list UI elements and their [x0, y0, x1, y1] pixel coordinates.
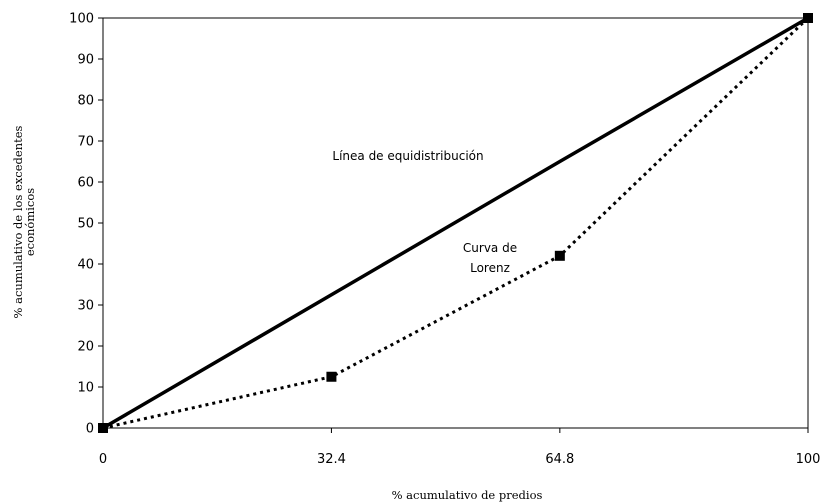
x-tick-label-2: 64.8 [545, 452, 574, 467]
y-tick-label-4: 40 [77, 258, 94, 273]
y-tick-label-7: 70 [77, 135, 94, 150]
x-tick-label-0: 0 [99, 452, 107, 467]
series-line-equidistribution [102, 16, 809, 430]
series [98, 13, 813, 433]
y-tick-label-9: 90 [77, 53, 94, 68]
equidistribution-annotation: Línea de equidistribución [332, 149, 483, 163]
lorenz-point-0 [98, 423, 108, 433]
lorenz-annotation-line2: Lorenz [470, 261, 510, 275]
y-axis-title-line2: económicos [23, 188, 37, 256]
y-tick-label-10: 100 [69, 12, 94, 27]
y-axis-title-line1: % acumulativo de los excedentes [11, 125, 25, 318]
y-tick-label-2: 20 [77, 340, 94, 355]
y-tick-label-5: 50 [77, 217, 94, 232]
y-tick-label-0: 0 [86, 422, 94, 437]
y-axis: 0 10 20 30 40 50 60 70 80 90 100 [69, 12, 103, 437]
y-tick-label-6: 60 [77, 176, 94, 191]
y-tick-label-1: 10 [77, 381, 94, 396]
y-tick-label-8: 80 [77, 94, 94, 109]
x-tick-label-3: 100 [796, 452, 821, 467]
lorenz-point-1 [326, 371, 337, 382]
y-tick-label-3: 30 [77, 299, 94, 314]
x-axis-title: % acumulativo de predios [392, 488, 543, 502]
lorenz-annotation-line1: Curva de [463, 241, 517, 255]
lorenz-point-3 [803, 13, 813, 23]
y-axis-title: % acumulativo de los excedentes económic… [11, 125, 37, 318]
x-tick-label-1: 32.4 [317, 452, 346, 467]
lorenz-point-2 [554, 250, 565, 261]
x-axis: 0 32.4 64.8 100 [99, 428, 821, 467]
